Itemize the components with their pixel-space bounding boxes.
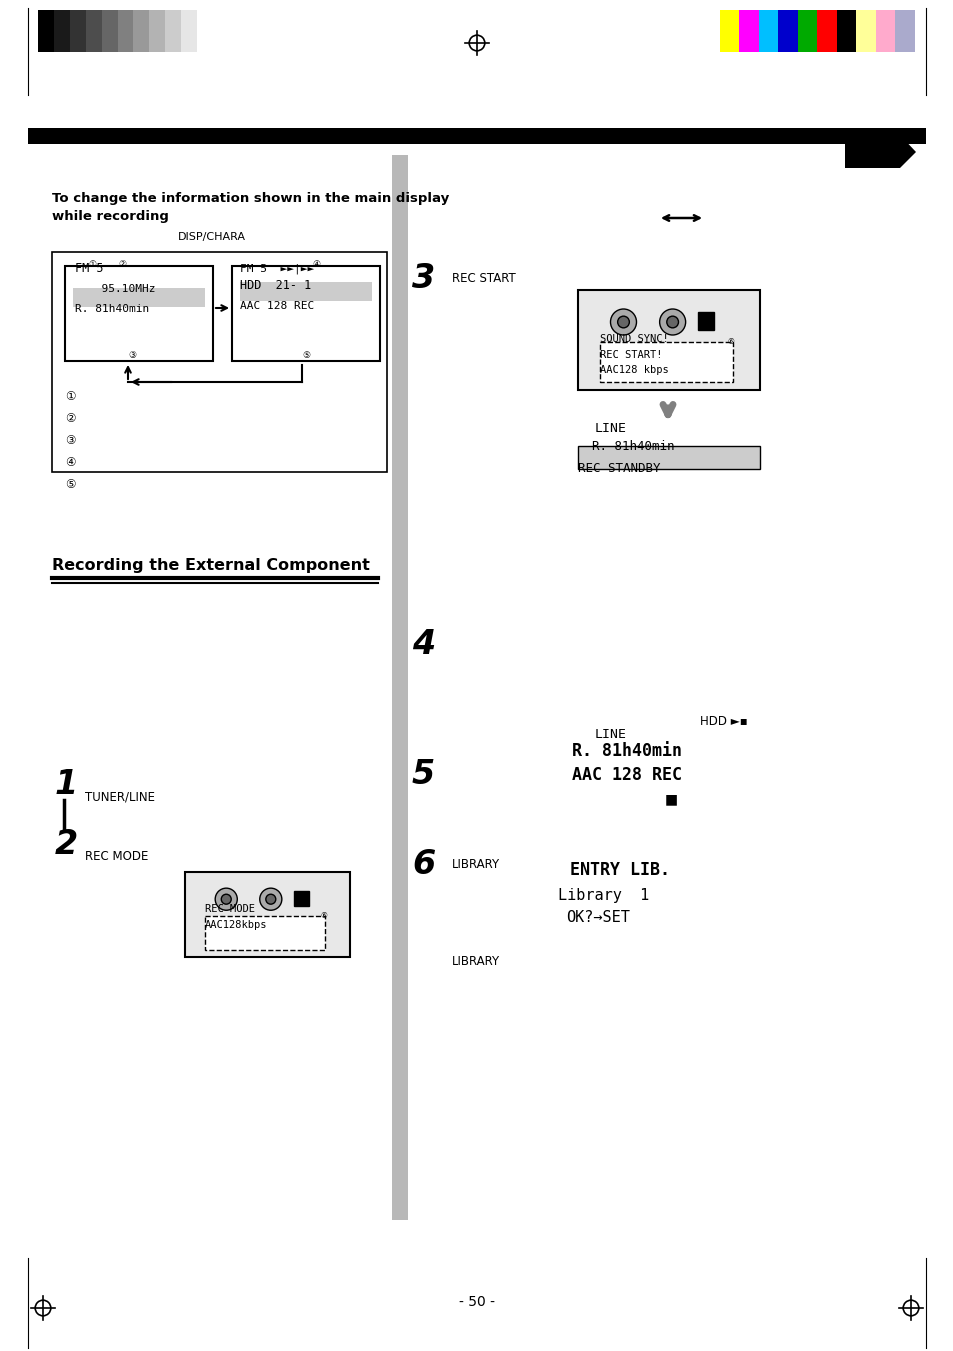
Bar bbox=[759, 9, 778, 51]
Bar bbox=[240, 282, 372, 301]
Bar bbox=[70, 9, 86, 51]
Text: HDD ►▪: HDD ►▪ bbox=[700, 715, 747, 728]
Text: AAC128 kbps: AAC128 kbps bbox=[599, 365, 668, 376]
Bar bbox=[895, 9, 914, 51]
Bar bbox=[197, 9, 213, 51]
Text: TUNER/LINE: TUNER/LINE bbox=[85, 790, 154, 802]
Bar bbox=[797, 9, 817, 51]
Text: DISP/CHARA: DISP/CHARA bbox=[178, 232, 246, 242]
Text: ④: ④ bbox=[65, 457, 75, 469]
Bar bbox=[578, 446, 760, 469]
Text: ③: ③ bbox=[128, 351, 136, 359]
Bar bbox=[856, 9, 875, 51]
Text: 2: 2 bbox=[55, 828, 78, 861]
Text: 5: 5 bbox=[412, 758, 435, 790]
Bar bbox=[38, 9, 54, 51]
Circle shape bbox=[215, 888, 237, 911]
Text: ①: ① bbox=[88, 259, 96, 269]
Text: ⑥: ⑥ bbox=[320, 911, 327, 920]
Bar bbox=[232, 266, 379, 361]
Text: AAC 128 REC: AAC 128 REC bbox=[240, 301, 314, 311]
Text: ■: ■ bbox=[664, 792, 678, 807]
Text: 3: 3 bbox=[412, 262, 435, 295]
Text: REC START: REC START bbox=[452, 272, 516, 285]
Text: ④: ④ bbox=[312, 259, 320, 269]
Bar bbox=[165, 9, 181, 51]
Bar bbox=[817, 9, 836, 51]
Bar bbox=[836, 9, 856, 51]
Bar bbox=[150, 9, 165, 51]
Text: FM 5: FM 5 bbox=[75, 262, 103, 276]
Circle shape bbox=[617, 316, 629, 328]
Bar bbox=[205, 916, 325, 950]
Text: R. 81h40min: R. 81h40min bbox=[572, 742, 681, 761]
Bar bbox=[73, 288, 205, 307]
Text: LINE: LINE bbox=[595, 422, 626, 435]
Bar bbox=[54, 9, 70, 51]
Text: HDD  21- 1: HDD 21- 1 bbox=[240, 280, 311, 292]
Bar bbox=[133, 9, 150, 51]
Bar bbox=[778, 9, 797, 51]
Bar bbox=[599, 342, 732, 382]
Text: 4: 4 bbox=[412, 628, 435, 661]
Bar bbox=[181, 9, 197, 51]
Text: ③: ③ bbox=[65, 434, 75, 447]
Text: LINE: LINE bbox=[595, 728, 626, 740]
Text: ①: ① bbox=[65, 390, 75, 403]
Text: - 50 -: - 50 - bbox=[458, 1296, 495, 1309]
Bar bbox=[102, 9, 117, 51]
Text: FM 5  ►►|►►: FM 5 ►►|►► bbox=[240, 263, 314, 274]
Text: AAC128kbps: AAC128kbps bbox=[205, 920, 267, 929]
Bar bbox=[720, 9, 739, 51]
Text: ⑤: ⑤ bbox=[65, 478, 75, 490]
Text: SOUND SYNC!: SOUND SYNC! bbox=[599, 334, 668, 345]
Text: LIBRARY: LIBRARY bbox=[452, 955, 499, 969]
Circle shape bbox=[221, 894, 231, 904]
Text: Library  1: Library 1 bbox=[558, 888, 649, 902]
Bar bbox=[294, 890, 309, 907]
Circle shape bbox=[659, 309, 685, 335]
Bar bbox=[698, 312, 714, 330]
Bar bbox=[578, 290, 760, 390]
Bar bbox=[28, 128, 925, 145]
Text: ⑥: ⑥ bbox=[726, 336, 734, 346]
Bar bbox=[65, 266, 213, 361]
Text: Recording the External Component: Recording the External Component bbox=[52, 558, 370, 573]
Text: 95.10MHz: 95.10MHz bbox=[88, 284, 155, 295]
Text: 1: 1 bbox=[55, 767, 78, 801]
Circle shape bbox=[266, 894, 275, 904]
Text: while recording: while recording bbox=[52, 209, 169, 223]
Text: REC MODE: REC MODE bbox=[205, 904, 254, 915]
Bar bbox=[875, 9, 895, 51]
Circle shape bbox=[666, 316, 678, 328]
Text: OK?→SET: OK?→SET bbox=[565, 911, 629, 925]
Bar bbox=[739, 9, 759, 51]
Text: ②: ② bbox=[65, 412, 75, 426]
Text: ②: ② bbox=[118, 259, 126, 269]
Text: REC MODE: REC MODE bbox=[85, 850, 149, 863]
Text: R. 81h40min: R. 81h40min bbox=[75, 304, 149, 313]
Polygon shape bbox=[844, 135, 915, 168]
Bar bbox=[392, 155, 408, 1220]
Text: R. 81h40min: R. 81h40min bbox=[592, 440, 674, 453]
Bar bbox=[52, 253, 387, 471]
Text: 6: 6 bbox=[412, 848, 435, 881]
Text: AAC 128 REC: AAC 128 REC bbox=[572, 766, 681, 784]
Text: LIBRARY: LIBRARY bbox=[452, 858, 499, 871]
Bar bbox=[117, 9, 133, 51]
Circle shape bbox=[610, 309, 636, 335]
Text: ENTRY LIB.: ENTRY LIB. bbox=[569, 861, 669, 880]
Text: To change the information shown in the main display: To change the information shown in the m… bbox=[52, 192, 449, 205]
Text: REC START!: REC START! bbox=[599, 350, 661, 359]
Bar bbox=[185, 871, 350, 957]
Text: ⑤: ⑤ bbox=[302, 351, 310, 359]
Circle shape bbox=[259, 888, 281, 911]
Bar bbox=[86, 9, 102, 51]
Text: REC STANDBY: REC STANDBY bbox=[578, 462, 659, 476]
